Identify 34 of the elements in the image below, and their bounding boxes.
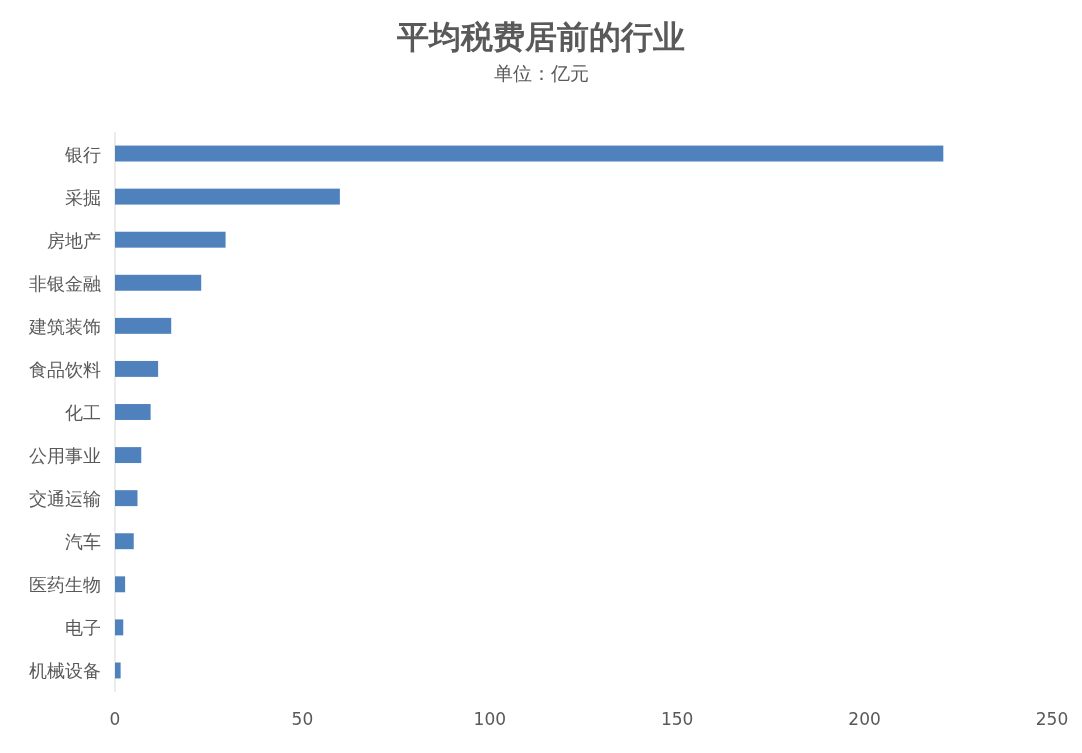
bar — [115, 188, 340, 205]
x-tick-label: 250 — [1035, 709, 1069, 729]
y-tick-label: 汽车 — [65, 531, 101, 553]
bar — [115, 447, 142, 464]
x-tick-label: 0 — [109, 709, 121, 729]
y-tick-label: 医药生物 — [29, 574, 101, 596]
y-tick-label: 交通运输 — [29, 488, 101, 510]
chart-subtitle: 单位：亿元 — [493, 62, 589, 84]
bar — [115, 145, 944, 162]
bar — [115, 662, 121, 679]
x-tick-label: 150 — [660, 709, 694, 729]
y-tick-label: 非银金融 — [29, 272, 101, 294]
bar — [115, 317, 172, 334]
x-tick-label: 50 — [291, 709, 314, 729]
y-tick-label: 机械设备 — [29, 660, 101, 682]
y-tick-label: 建筑装饰 — [28, 315, 101, 337]
bar — [115, 231, 226, 248]
y-tick-label: 房地产 — [47, 229, 101, 251]
y-tick-label: 化工 — [65, 402, 101, 423]
bar — [115, 533, 134, 550]
bar — [115, 619, 124, 636]
bar — [115, 404, 151, 420]
bar — [115, 576, 126, 593]
bar — [115, 360, 159, 377]
y-tick-label: 公用事业 — [29, 445, 101, 467]
chart-title: 平均税费居前的行业 — [396, 18, 685, 56]
y-tick-label: 电子 — [65, 617, 101, 639]
y-tick-label: 采掘 — [65, 186, 101, 208]
y-tick-label: 食品饮料 — [29, 358, 101, 380]
bar — [115, 490, 138, 507]
x-tick-label: 100 — [473, 709, 507, 729]
bar — [115, 274, 202, 291]
x-tick-label: 200 — [848, 709, 881, 729]
y-tick-label: 银行 — [64, 143, 101, 165]
